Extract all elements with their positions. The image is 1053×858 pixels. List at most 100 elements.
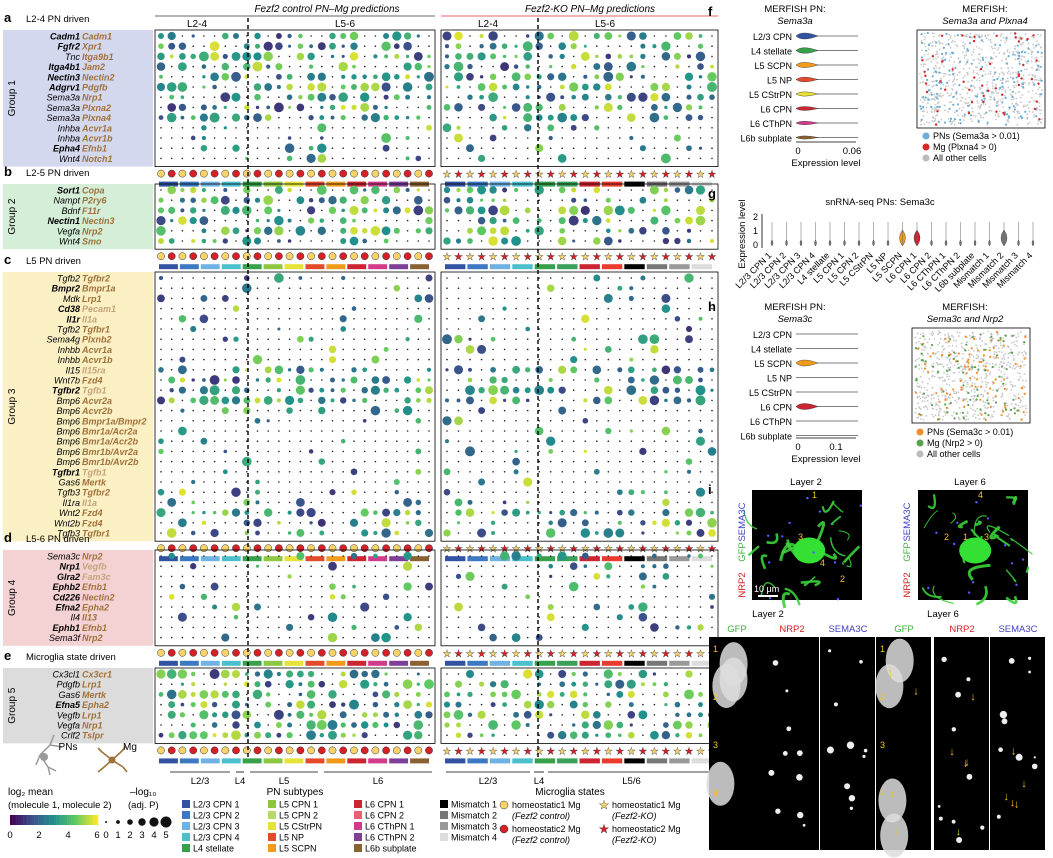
mg-circle (328, 544, 337, 553)
dot-plot-panels: Fezf2 control PN–Mg predictions Fezf2-KO … (3, 4, 719, 787)
dot-small (526, 297, 529, 300)
dot-small (342, 137, 345, 139)
dot (221, 690, 229, 698)
dot-small (653, 55, 656, 58)
merfish-cell (1027, 52, 1030, 55)
dot-small (353, 481, 355, 483)
merfish-pn (1040, 51, 1043, 54)
dot (456, 692, 461, 697)
dot (489, 134, 497, 142)
receptor-label: Efnb1 (82, 623, 107, 633)
dot (617, 54, 623, 59)
dot-small (596, 358, 598, 361)
dot (222, 732, 229, 739)
dot (383, 387, 389, 393)
merfish-cell (1037, 33, 1039, 36)
merfish-cell (962, 67, 965, 70)
dot (512, 396, 521, 405)
merfish-mg (936, 110, 939, 113)
dot (394, 489, 400, 495)
dot (603, 669, 613, 679)
merfish-mg (1017, 73, 1021, 76)
merfish-cell (967, 101, 970, 104)
dot-small (396, 596, 398, 598)
dot (274, 186, 283, 194)
merfish-cell (1001, 98, 1004, 100)
merfish-cell (1037, 120, 1040, 122)
dot-small (246, 596, 248, 598)
receptor-label: Nectin3 (82, 216, 115, 226)
dot (639, 196, 647, 204)
merfish-cell (916, 385, 919, 388)
dot-small (192, 460, 194, 463)
dot-small (267, 348, 270, 351)
dot (638, 669, 648, 679)
merfish-cell (976, 100, 978, 102)
dot-small (515, 318, 517, 320)
merfish-cell (979, 88, 981, 91)
dot (627, 206, 635, 214)
dot-small (503, 636, 506, 639)
mg-star: ★ (512, 170, 521, 181)
dot-small (213, 409, 216, 412)
dot (383, 681, 389, 687)
dot-small (256, 714, 259, 716)
dot (284, 143, 295, 153)
dot-small (642, 724, 644, 726)
dot-small (596, 116, 598, 119)
merfish-cell (934, 103, 937, 106)
dot (394, 530, 400, 536)
dot (502, 115, 507, 120)
merfish-cell (961, 88, 964, 91)
merfish-cell (972, 48, 975, 51)
receptor-label: Tgfbr1 (82, 325, 110, 335)
dot (571, 336, 577, 342)
dot-small (310, 596, 312, 598)
dot-small (653, 137, 656, 139)
dot (255, 479, 260, 485)
dot-small (278, 636, 280, 639)
merfish-pn (1026, 60, 1030, 63)
dot (317, 143, 327, 153)
subtype-bar (179, 758, 199, 764)
dot-small (363, 575, 366, 578)
dot-small (699, 297, 702, 300)
dot (276, 398, 281, 403)
dot (558, 670, 567, 678)
mg-star: ★ (454, 252, 463, 263)
merfish-cell (942, 345, 944, 347)
colorbar-tick: 6 (94, 830, 99, 841)
dot-small (653, 460, 656, 463)
dot-small (353, 565, 355, 567)
merfish-pn (1024, 110, 1027, 113)
dot-small (342, 532, 345, 534)
dot (158, 367, 164, 373)
dot-small (374, 240, 377, 242)
merfish-cell (922, 346, 925, 348)
merfish-cell (949, 366, 952, 369)
merfish-cell (1030, 60, 1033, 63)
merfish-mg (961, 34, 964, 37)
merfish-cell (1001, 392, 1004, 395)
dot-small (160, 606, 162, 608)
dot (199, 690, 209, 699)
dot-small (278, 297, 280, 300)
merfish-cell (916, 382, 919, 385)
dot-small (256, 471, 259, 473)
dot-small (469, 277, 471, 279)
dot-small (235, 287, 237, 290)
dot-small (331, 714, 334, 716)
merfish-cell (947, 118, 950, 120)
dot-small (492, 606, 494, 608)
dot-small (676, 157, 679, 160)
dot-small (538, 616, 540, 618)
dot (443, 468, 451, 476)
merfish-cell (927, 53, 929, 56)
dot (231, 602, 241, 612)
violin-label: L6b subplate (740, 134, 792, 144)
dot-small (619, 565, 621, 567)
dot-small (246, 693, 248, 696)
dot-small (584, 307, 587, 310)
dot (512, 83, 520, 91)
dot (707, 72, 717, 82)
